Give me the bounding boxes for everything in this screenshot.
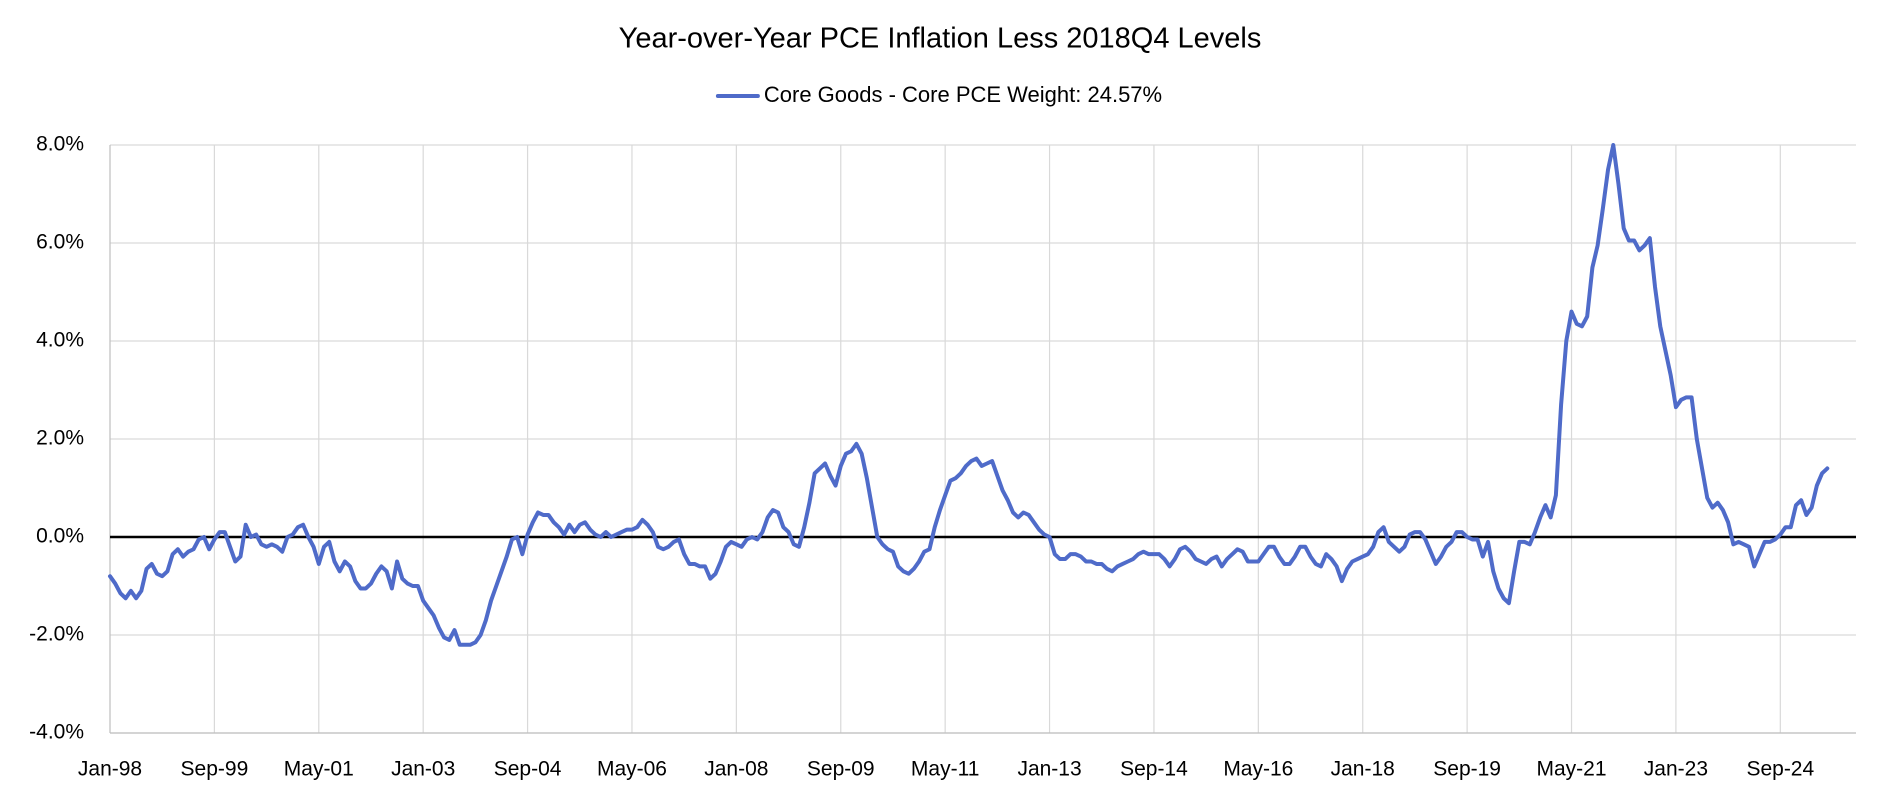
x-tick-label: Jan-18 bbox=[1331, 758, 1395, 781]
x-tick-label: May-21 bbox=[1537, 758, 1607, 781]
y-tick-label: 2.0% bbox=[36, 427, 84, 450]
grid bbox=[110, 144, 1856, 734]
x-tick-label: Sep-09 bbox=[807, 758, 875, 781]
x-tick-label: May-11 bbox=[911, 758, 979, 781]
y-tick-label: -2.0% bbox=[29, 623, 84, 646]
chart-title: Year-over-Year PCE Inflation Less 2018Q4… bbox=[619, 23, 1262, 55]
y-tick-label: 8.0% bbox=[36, 133, 84, 156]
x-tick-label: Jan-03 bbox=[391, 758, 455, 781]
x-tick-label: Sep-24 bbox=[1746, 758, 1814, 781]
x-tick-label: Sep-99 bbox=[181, 758, 249, 781]
marks bbox=[108, 143, 1830, 647]
x-tick-label: Sep-14 bbox=[1120, 758, 1188, 781]
axes bbox=[109, 145, 1856, 734]
x-tick-label: Sep-04 bbox=[494, 758, 562, 781]
x-tick-label: Sep-19 bbox=[1433, 758, 1501, 781]
x-tick-label: Jan-13 bbox=[1017, 758, 1081, 781]
x-tick-label: Jan-98 bbox=[78, 758, 142, 781]
x-tick-label: Jan-23 bbox=[1644, 758, 1708, 781]
y-tick-label: 4.0% bbox=[36, 329, 84, 352]
x-tick-label: May-16 bbox=[1223, 758, 1293, 781]
series-line bbox=[108, 143, 1830, 647]
y-tick-label: 0.0% bbox=[36, 525, 84, 548]
y-tick-label: -4.0% bbox=[29, 721, 84, 744]
legend-label: Core Goods - Core PCE Weight: 24.57% bbox=[764, 82, 1162, 107]
x-tick-label: Jan-08 bbox=[704, 758, 768, 781]
labels: Year-over-Year PCE Inflation Less 2018Q4… bbox=[29, 23, 1814, 781]
x-tick-label: May-06 bbox=[597, 758, 667, 781]
y-tick-label: 6.0% bbox=[36, 231, 84, 254]
x-tick-label: May-01 bbox=[284, 758, 354, 781]
